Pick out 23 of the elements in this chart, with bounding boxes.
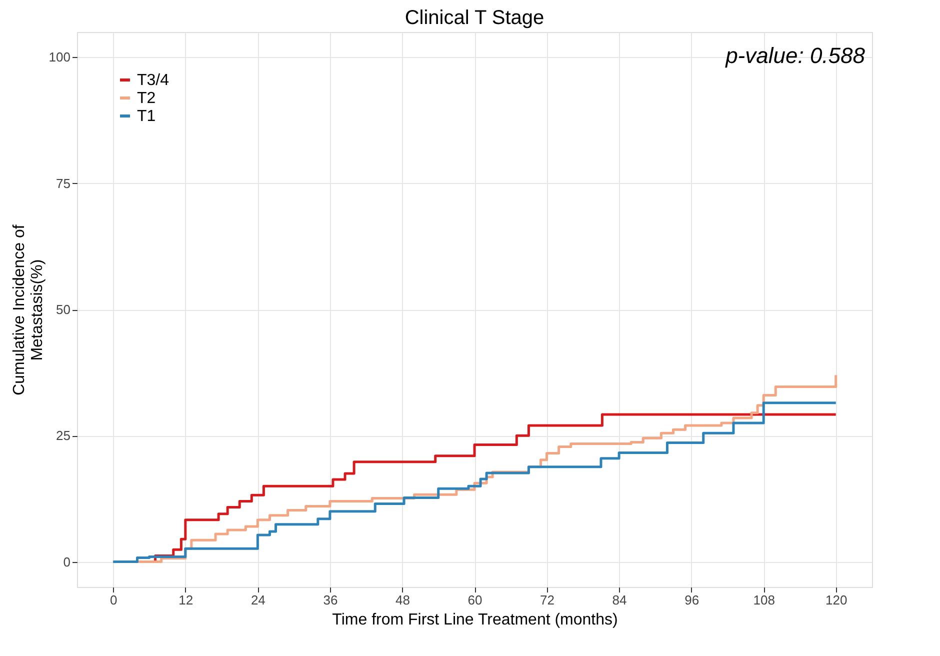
- x-tick-label: 24: [250, 592, 266, 608]
- legend-label: T1: [137, 108, 156, 125]
- y-tick-label: 75: [56, 176, 70, 191]
- y-axis-title: Cumulative Incidence of Metastasis(%): [10, 224, 46, 396]
- x-tick-label: 108: [753, 592, 775, 608]
- legend-label: T3/4: [137, 72, 170, 89]
- x-tick-label: 96: [684, 592, 700, 608]
- x-tick-label: 36: [323, 592, 338, 608]
- x-tick-label: 60: [468, 592, 482, 608]
- annotation: p-value: 0.588: [724, 43, 866, 68]
- x-axis-title: Time from First Line Treatment (months): [332, 612, 618, 628]
- x-tick-label: 12: [178, 592, 194, 608]
- x-tick-label: 84: [612, 592, 627, 608]
- chart-title: Clinical T Stage: [404, 7, 544, 29]
- legend-label: T2: [137, 90, 156, 107]
- y-tick-label: 0: [63, 554, 70, 570]
- x-tick-label: 72: [540, 592, 555, 608]
- y-tick-label: 50: [56, 302, 70, 317]
- x-tick-label: 48: [395, 592, 410, 608]
- x-tick-label: 0: [110, 592, 118, 608]
- y-tick-label: 100: [48, 50, 70, 65]
- x-tick-label: 120: [826, 592, 848, 608]
- y-tick-label: 25: [56, 428, 70, 444]
